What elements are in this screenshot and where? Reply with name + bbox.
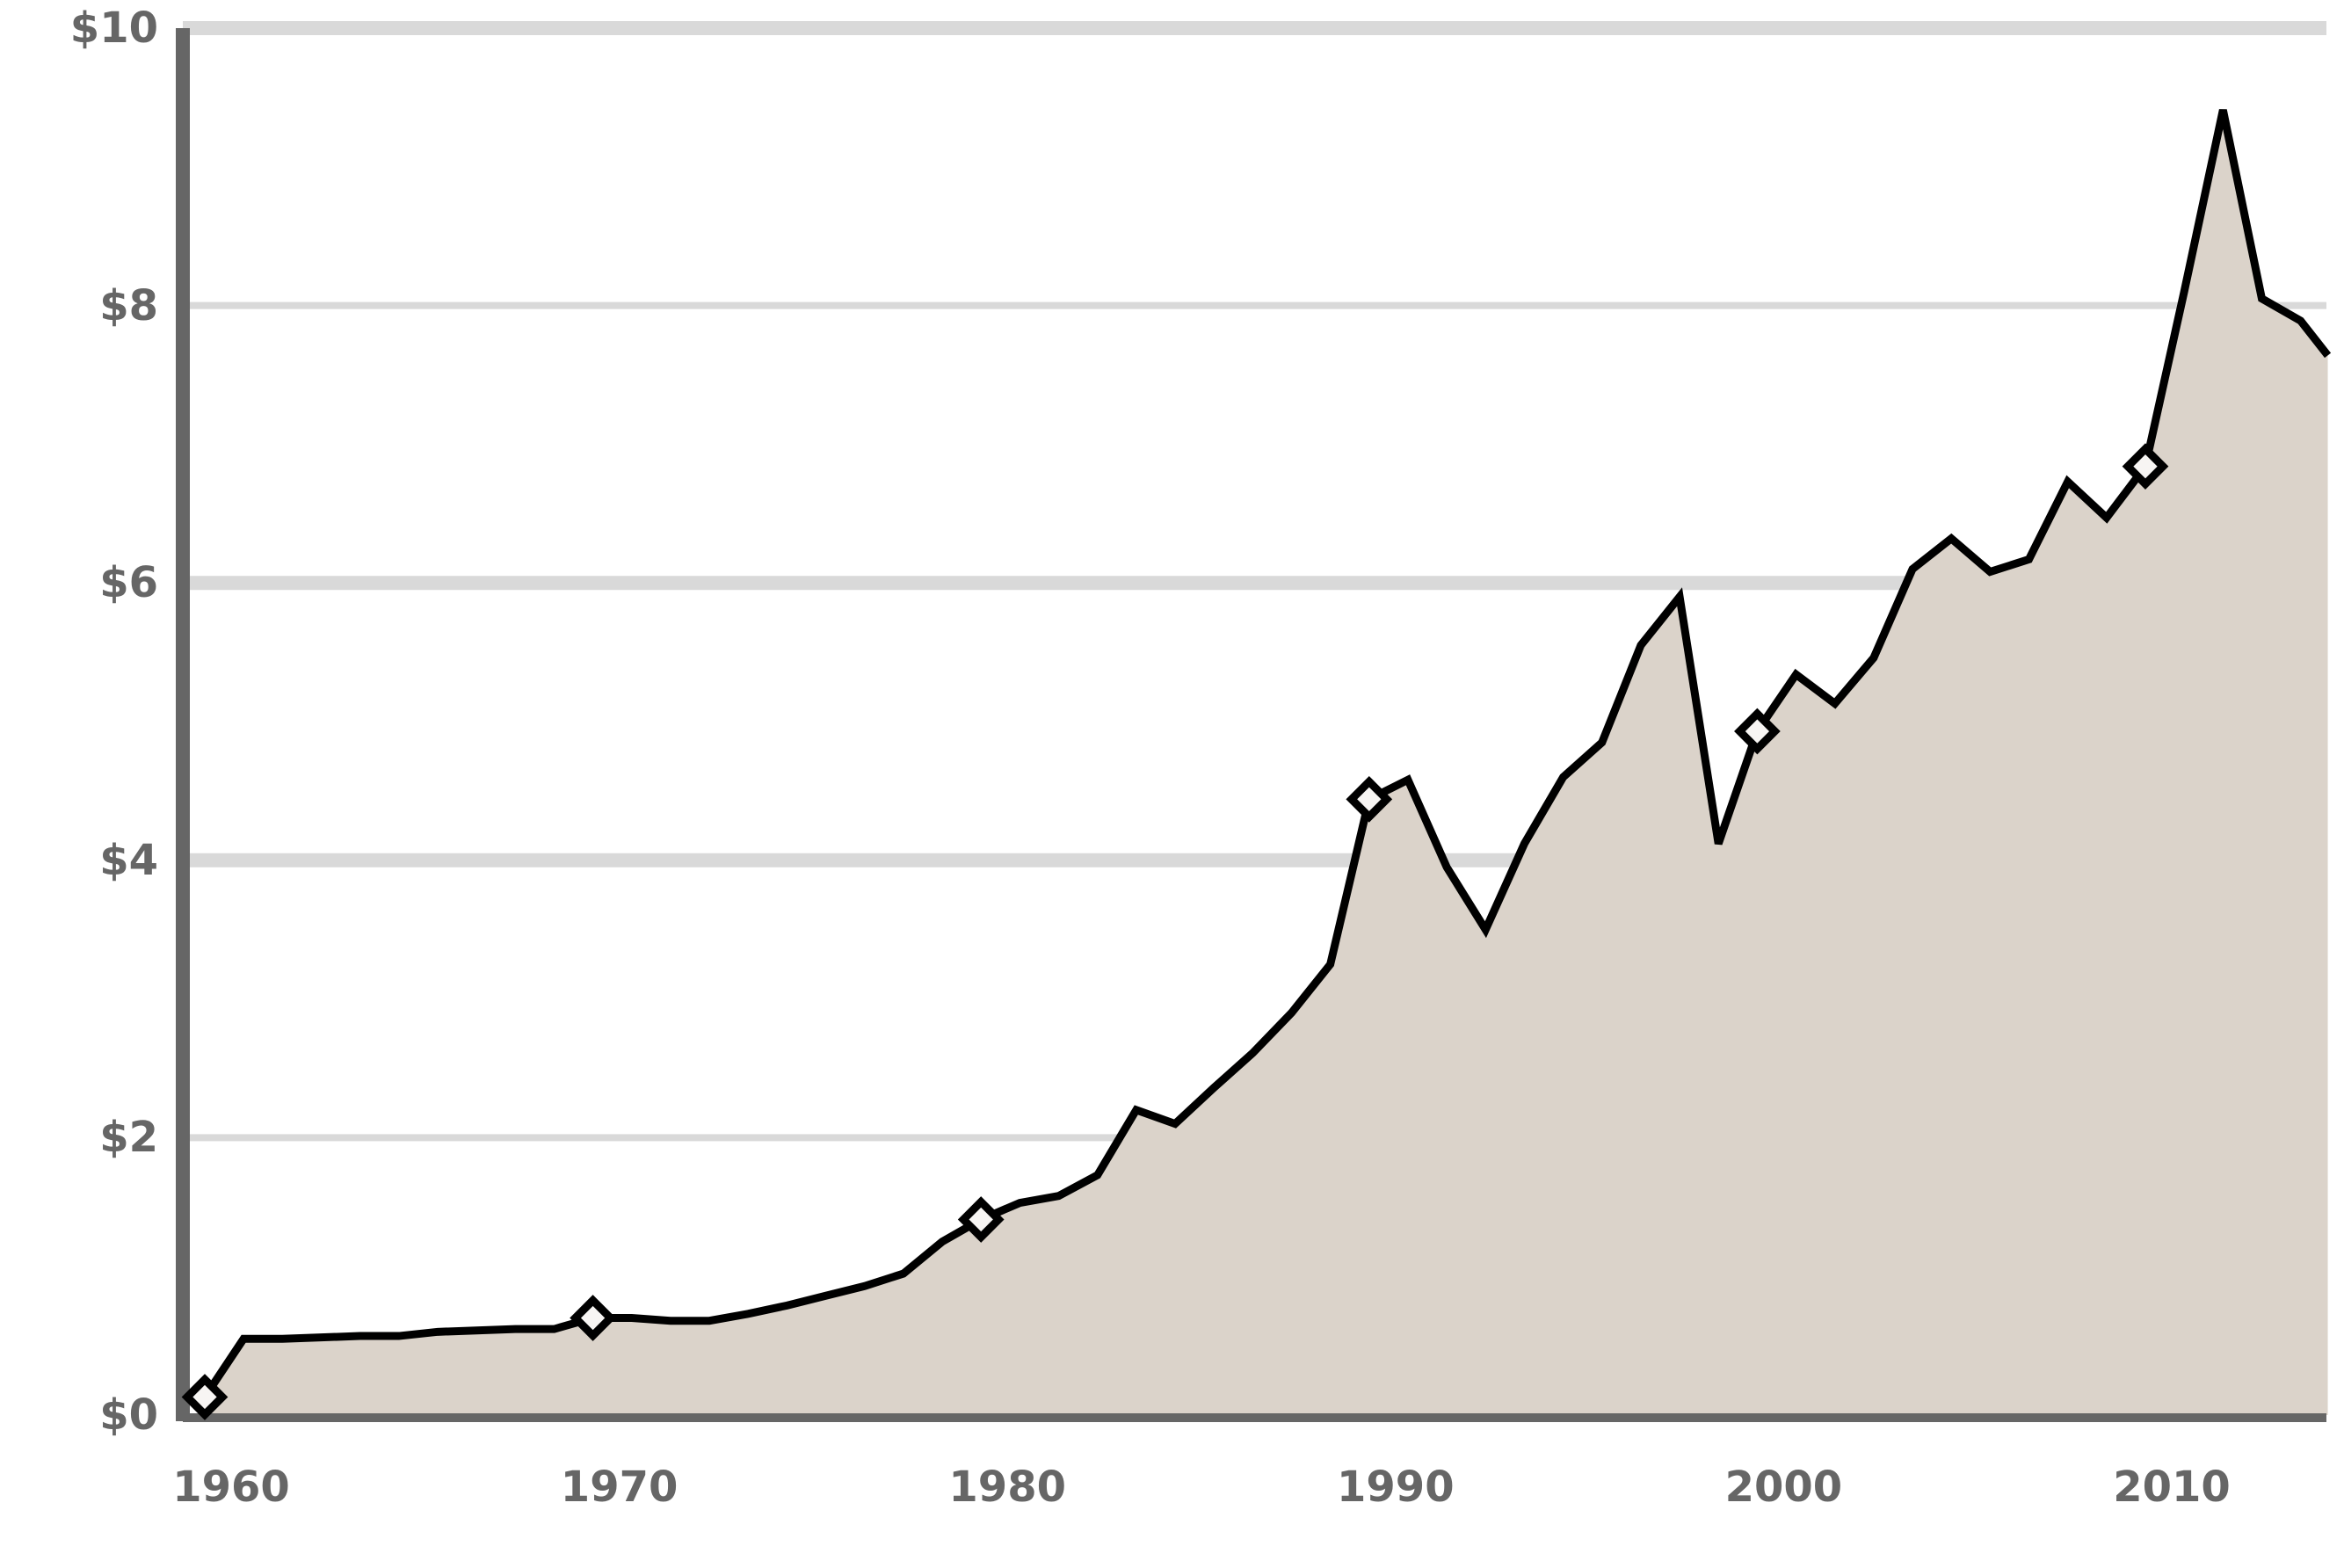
- data-markers: [181, 443, 2169, 1420]
- x-tick-label: 1970: [560, 1463, 679, 1512]
- series-line: [201, 109, 2332, 1399]
- y-tick-label: $0: [99, 1390, 158, 1440]
- y-tick-label: $8: [99, 280, 158, 330]
- area-fill: [205, 110, 2328, 1415]
- marker-2010: [2122, 443, 2169, 490]
- y-tick-label: $4: [99, 835, 158, 885]
- marker-1990: [1346, 776, 1393, 823]
- x-tick-label: 1980: [948, 1463, 1066, 1512]
- x-tick-label: 1990: [1337, 1463, 1455, 1512]
- marker-2000: [1734, 708, 1781, 755]
- marker-1960: [181, 1374, 229, 1420]
- marker-1980: [957, 1196, 1005, 1243]
- y-tick-label: $6: [99, 558, 158, 608]
- y-tick-label: $2: [99, 1113, 158, 1163]
- marker-1970: [570, 1295, 616, 1341]
- x-tick-label: 2010: [2113, 1463, 2231, 1512]
- y-tick-label: $10: [69, 4, 158, 53]
- x-tick-label: 1960: [172, 1463, 290, 1512]
- x-tick-label: 2000: [1724, 1463, 1843, 1512]
